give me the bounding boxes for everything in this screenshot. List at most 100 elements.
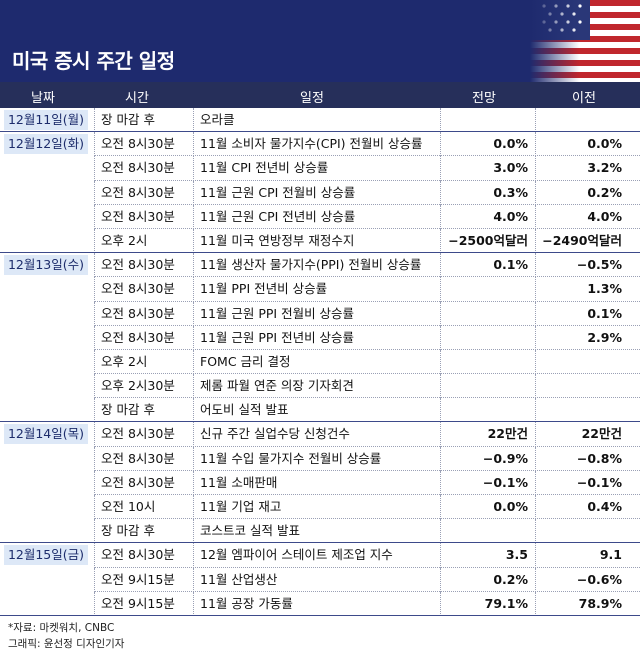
previous-cell: 0.2% bbox=[587, 184, 622, 200]
table-row: 12월14일(목) 오전 8시30분 신규 주간 실업수당 신청건수 22만건 22만건 bbox=[0, 422, 640, 447]
us-flag-icon bbox=[530, 0, 640, 82]
page-title: 미국 증시 주간 일정 bbox=[12, 49, 175, 73]
table-row: 12월12일(화) 오전 8시30분 11월 소비자 물가지수(CPI) 전월비 상… bbox=[0, 132, 640, 157]
table-row: 12월11일(월) 장 마감 후 오라클 bbox=[0, 108, 640, 133]
source-note: *자료: 마켓워치, CNBC bbox=[8, 622, 115, 634]
table-row: 오전 8시30분 11월 CPI 전년비 상승률 3.0% 3.2% bbox=[0, 156, 640, 181]
event-cell: 오라클 bbox=[200, 112, 235, 127]
forecast-cell: 3.0% bbox=[493, 160, 528, 176]
column-header-time: 시간 bbox=[125, 91, 149, 106]
event-cell: 11월 CPI 전년비 상승률 bbox=[200, 160, 329, 176]
forecast-cell: 0.0% bbox=[493, 136, 528, 152]
previous-cell: 0.0% bbox=[587, 136, 622, 152]
previous-cell: 3.2% bbox=[587, 160, 622, 176]
event-cell: 11월 공장 가동률 bbox=[200, 595, 293, 611]
credit-note: 그래픽: 윤선정 디자인기자 bbox=[8, 638, 125, 650]
date-label: 12월12일(화) bbox=[4, 134, 88, 155]
event-cell: 신규 주간 실업수당 신청건수 bbox=[200, 426, 350, 442]
event-cell: 11월 생산자 물가지수(PPI) 전월비 상승률 bbox=[200, 257, 422, 273]
date-label: 12월11일(월) bbox=[4, 110, 88, 130]
event-cell: 12월 엠파이어 스테이트 제조업 지수 bbox=[200, 547, 393, 563]
time-cell: 오전 8시30분 bbox=[101, 208, 175, 224]
time-cell: 장 마감 후 bbox=[101, 402, 155, 418]
schedule-table: 12월11일(월) 장 마감 후 오라클 12월12일(화) 오전 8시30분 11월 소… bbox=[0, 108, 640, 616]
forecast-cell: 4.0% bbox=[493, 208, 528, 224]
previous-cell: −2490억달러 bbox=[542, 232, 622, 248]
event-cell: 11월 근원 PPI 전년비 상승률 bbox=[200, 329, 355, 345]
column-header-event: 일정 bbox=[300, 91, 324, 106]
time-cell: 오전 8시30분 bbox=[101, 281, 175, 297]
table-row: 오후 2시 11월 미국 연방정부 재정수지 −2500억달러 −2490억달러 bbox=[0, 228, 640, 254]
time-cell: 오전 10시 bbox=[101, 499, 156, 514]
date-label: 12월14일(목) bbox=[4, 424, 88, 445]
previous-cell: 78.9% bbox=[578, 595, 622, 611]
time-cell: 오전 8시30분 bbox=[101, 426, 175, 442]
time-cell: 장 마감 후 bbox=[101, 523, 155, 539]
forecast-cell: 0.3% bbox=[493, 184, 528, 200]
time-cell: 오전 8시30분 bbox=[101, 305, 175, 321]
event-cell: 11월 PPI 전년비 상승률 bbox=[200, 281, 328, 297]
time-cell: 오전 8시30분 bbox=[101, 257, 175, 273]
forecast-cell: −0.1% bbox=[482, 474, 528, 490]
table-row: 오전 10시 11월 기업 재고 0.0% 0.4% bbox=[0, 495, 640, 520]
event-cell: 11월 수입 물가지수 전월비 상승률 bbox=[200, 450, 382, 466]
event-cell: 11월 산업생산 bbox=[200, 571, 278, 587]
table-row: 오후 2시30분 제롬 파월 연준 의장 기자회견 bbox=[0, 374, 640, 399]
time-cell: 오전 8시30분 bbox=[101, 474, 175, 490]
event-cell: 11월 미국 연방정부 재정수지 bbox=[200, 232, 355, 248]
table-row: 12월15일(금) 오전 8시30분 12월 엠파이어 스테이트 제조업 지수 3.5… bbox=[0, 543, 640, 568]
table-row: 오전 8시30분 11월 PPI 전년비 상승률 1.3% bbox=[0, 277, 640, 302]
table-row: 오전 8시30분 11월 소매판매 −0.1% −0.1% bbox=[0, 470, 640, 495]
previous-cell: 0.1% bbox=[587, 305, 622, 321]
forecast-cell: 3.5 bbox=[505, 547, 528, 563]
column-header-date: 날짜 bbox=[31, 91, 55, 106]
previous-cell: 9.1 bbox=[599, 547, 622, 563]
time-cell: 오전 8시30분 bbox=[101, 547, 175, 563]
forecast-cell: 79.1% bbox=[484, 595, 528, 611]
time-cell: 장 마감 후 bbox=[101, 112, 155, 127]
event-cell: 11월 소비자 물가지수(CPI) 전월비 상승률 bbox=[200, 136, 423, 152]
event-cell: 코스트코 실적 발표 bbox=[200, 523, 300, 539]
table-row: 오전 9시15분 11월 공장 가동률 79.1% 78.9% bbox=[0, 591, 640, 616]
event-cell: 11월 소매판매 bbox=[200, 474, 278, 490]
table-row: 오전 8시30분 11월 수입 물가지수 전월비 상승률 −0.9% −0.8% bbox=[0, 446, 640, 471]
forecast-cell: 22만건 bbox=[487, 426, 528, 442]
time-cell: 오전 8시30분 bbox=[101, 136, 175, 152]
previous-cell: −0.5% bbox=[576, 257, 622, 273]
table-row: 장 마감 후 어도비 실적 발표 bbox=[0, 398, 640, 423]
time-cell: 오전 9시15분 bbox=[101, 595, 175, 611]
forecast-cell: 0.1% bbox=[493, 257, 528, 273]
table-row: 오후 2시 FOMC 금리 결정 bbox=[0, 349, 640, 375]
time-cell: 오후 2시 bbox=[101, 232, 148, 248]
forecast-cell: −2500억달러 bbox=[448, 232, 528, 248]
table-row: 장 마감 후 코스트코 실적 발표 bbox=[0, 519, 640, 544]
previous-cell: −0.1% bbox=[576, 474, 622, 490]
event-cell: 11월 근원 CPI 전년비 상승률 bbox=[200, 208, 356, 224]
previous-cell: −0.6% bbox=[576, 571, 622, 587]
column-header-forecast: 전망 bbox=[472, 91, 496, 106]
previous-cell: 22만건 bbox=[581, 426, 622, 442]
event-cell: FOMC 금리 결정 bbox=[200, 353, 291, 369]
time-cell: 오전 8시30분 bbox=[101, 329, 175, 345]
time-cell: 오전 9시15분 bbox=[101, 571, 175, 587]
time-cell: 오후 2시 bbox=[101, 353, 148, 369]
date-label: 12월13일(수) bbox=[4, 255, 88, 276]
previous-cell: −0.8% bbox=[576, 450, 622, 466]
column-header-previous: 이전 bbox=[572, 91, 596, 106]
forecast-cell: −0.9% bbox=[482, 450, 528, 466]
event-cell: 어도비 실적 발표 bbox=[200, 402, 289, 418]
time-cell: 오후 2시30분 bbox=[101, 378, 175, 394]
event-cell: 11월 기업 재고 bbox=[200, 499, 282, 514]
table-row: 오전 8시30분 11월 근원 CPI 전월비 상승률 0.3% 0.2% bbox=[0, 180, 640, 205]
event-cell: 11월 근원 PPI 전월비 상승률 bbox=[200, 305, 355, 321]
table-row: 오전 9시15분 11월 산업생산 0.2% −0.6% bbox=[0, 567, 640, 592]
previous-cell: 2.9% bbox=[587, 329, 622, 345]
previous-cell: 0.4% bbox=[587, 499, 622, 514]
time-cell: 오전 8시30분 bbox=[101, 450, 175, 466]
column-header-row: 날짜 시간 일정 전망 이전 bbox=[0, 82, 640, 108]
date-label: 12월15일(금) bbox=[4, 545, 88, 566]
time-cell: 오전 8시30분 bbox=[101, 160, 175, 176]
table-row: 12월13일(수) 오전 8시30분 11월 생산자 물가지수(PPI) 전월비 상… bbox=[0, 253, 640, 278]
event-cell: 11월 근원 CPI 전월비 상승률 bbox=[200, 184, 356, 200]
table-row: 오전 8시30분 11월 근원 PPI 전년비 상승률 2.9% bbox=[0, 325, 640, 350]
